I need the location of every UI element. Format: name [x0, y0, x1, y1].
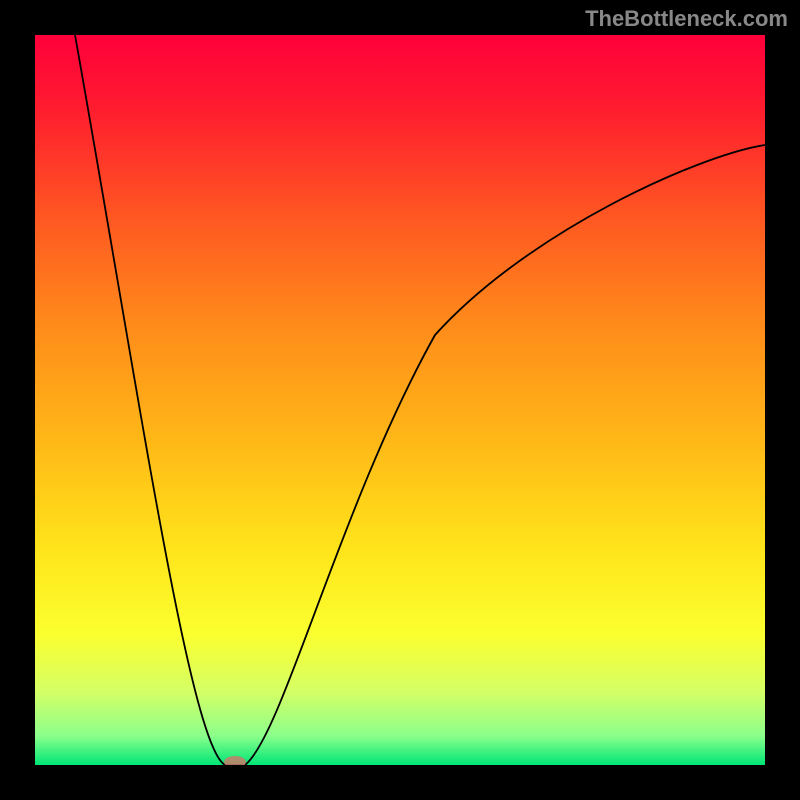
bottleneck-chart — [0, 0, 800, 800]
chart-container: TheBottleneck.com — [0, 0, 800, 800]
gradient-background — [35, 35, 765, 765]
watermark-text: TheBottleneck.com — [585, 6, 788, 32]
plot-area — [35, 35, 765, 768]
